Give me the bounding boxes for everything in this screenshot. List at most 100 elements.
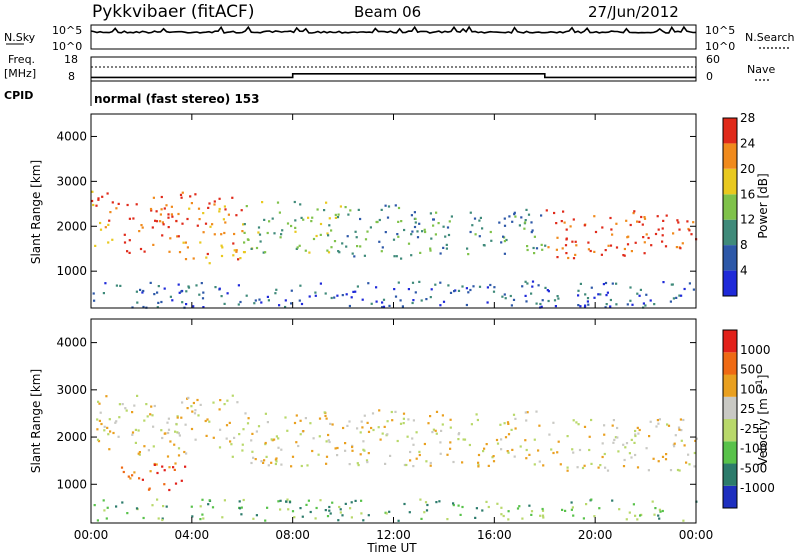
scatter-cell <box>452 504 455 507</box>
scatter-cell <box>291 510 295 513</box>
scatter-cell <box>123 233 126 236</box>
scatter-cell <box>579 305 582 308</box>
scatter-cell <box>665 453 668 456</box>
scatter-cell <box>518 505 521 508</box>
scatter-cell <box>134 428 137 431</box>
scatter-cell <box>572 419 575 422</box>
scatter-cell <box>290 289 293 292</box>
scatter-cell <box>439 281 442 284</box>
scatter-cell <box>375 286 378 289</box>
scatter-cell <box>263 459 266 462</box>
scatter-cell <box>350 296 353 299</box>
scatter-cell <box>275 435 278 438</box>
scatter-cell <box>478 219 481 222</box>
y-tick-label: 4000 <box>56 129 87 143</box>
scatter-cell <box>96 438 100 441</box>
scatter-cell <box>273 232 276 235</box>
scatter-cell <box>672 232 675 235</box>
scatter-cell <box>475 507 478 510</box>
scatter-cell <box>424 230 427 234</box>
scatter-cell <box>429 249 432 252</box>
scatter-cell <box>603 424 606 427</box>
scatter-cell <box>277 446 280 449</box>
scatter-cell <box>423 228 426 231</box>
scatter-cell <box>138 230 141 233</box>
scatter-cell <box>280 233 283 236</box>
scatter-cell <box>609 216 612 220</box>
scatter-cell <box>333 240 337 243</box>
scatter-cell <box>219 399 222 402</box>
colorbar-tick-label: -100 <box>740 442 767 456</box>
scatter-cell <box>280 463 283 466</box>
scatter-cell <box>623 254 626 257</box>
scatter-cell <box>380 250 383 253</box>
scatter-cell <box>285 500 288 503</box>
scatter-cell <box>658 517 661 520</box>
scatter-cell <box>446 226 450 229</box>
scatter-cell <box>315 234 318 238</box>
scatter-cell <box>672 297 675 300</box>
scatter-cell <box>128 251 131 254</box>
scatter-cell <box>290 302 293 305</box>
scatter-cell <box>173 443 176 446</box>
scatter-cell <box>92 292 95 295</box>
scatter-cell <box>260 460 263 463</box>
scatter-cell <box>328 509 331 512</box>
scatter-cell <box>423 442 426 446</box>
scatter-cell <box>492 455 495 458</box>
x-tick-label: 12:00 <box>376 528 411 542</box>
scatter-cell <box>131 411 134 414</box>
scatter-cell <box>170 205 173 208</box>
scatter-cell <box>571 506 574 509</box>
scatter-cell <box>537 284 540 287</box>
scatter-cell <box>191 410 194 413</box>
scatter-cell <box>638 428 641 432</box>
scatter-cell <box>604 249 607 252</box>
scatter-cell <box>571 448 574 451</box>
scatter-cell <box>127 475 130 478</box>
scatter-cell <box>525 300 528 303</box>
scatter-cell <box>354 230 357 233</box>
scatter-cell <box>344 502 347 505</box>
scatter-cell <box>538 460 541 463</box>
scatter-cell <box>403 228 406 232</box>
scatter-cell <box>430 288 433 291</box>
scatter-cell <box>434 429 437 432</box>
scatter-cell <box>504 436 508 439</box>
scatter-cell <box>369 226 372 229</box>
scatter-cell <box>449 291 453 294</box>
scatter-cell <box>609 305 612 308</box>
scatter-cell <box>694 439 697 442</box>
scatter-cell <box>299 203 302 206</box>
scatter-cell <box>328 224 331 227</box>
scatter-cell <box>266 421 269 424</box>
scatter-cell <box>402 412 406 415</box>
scatter-cell <box>375 300 378 303</box>
scatter-cell <box>587 241 590 244</box>
scatter-cell <box>690 233 693 236</box>
scatter-cell <box>201 498 204 501</box>
scatter-cell <box>223 205 226 208</box>
scatter-cell <box>378 218 381 222</box>
scatter-cell <box>344 206 347 209</box>
scatter-cell <box>330 246 333 249</box>
scatter-cell <box>439 441 442 444</box>
scatter-cell <box>346 235 349 238</box>
scatter-cell <box>245 294 248 297</box>
scatter-cell <box>107 241 110 244</box>
scatter-cell <box>267 299 270 302</box>
scatter-cell <box>290 465 293 468</box>
scatter-cell <box>135 507 139 510</box>
scatter-cell <box>327 439 330 442</box>
scatter-cell <box>279 508 282 511</box>
scatter-cell <box>294 226 297 229</box>
scatter-cell <box>429 464 432 467</box>
scatter-cell <box>202 517 205 520</box>
scatter-cell <box>359 453 362 456</box>
scatter-cell <box>254 458 257 461</box>
scatter-cell <box>142 289 145 293</box>
scatter-cell <box>238 500 241 503</box>
scatter-cell <box>222 218 225 221</box>
scatter-cell <box>325 462 328 465</box>
